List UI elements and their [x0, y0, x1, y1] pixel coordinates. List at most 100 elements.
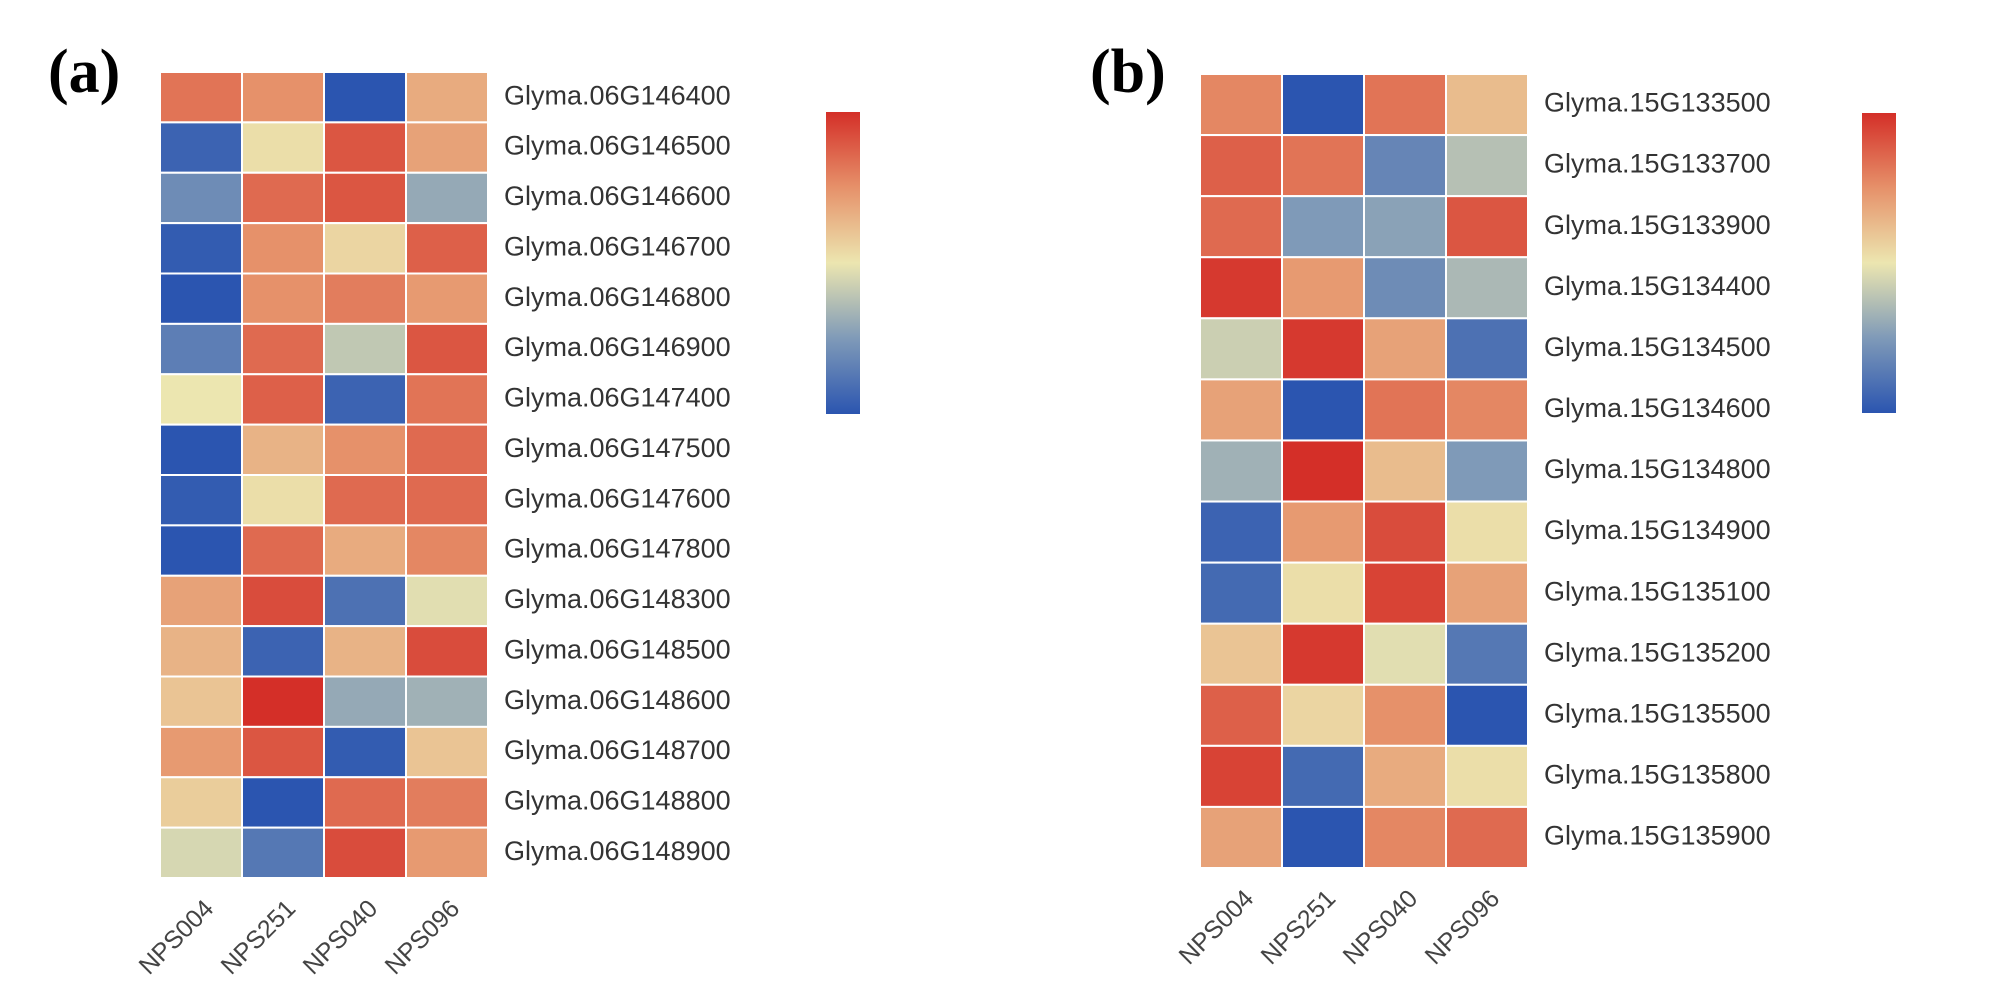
heatmap-cell-a-r15-c2 — [323, 826, 407, 879]
heatmap-cell-a-r10-c2 — [323, 574, 407, 628]
column-label-b: NPS096 — [1420, 884, 1506, 970]
heatmap-cell-b-r6-c3 — [1445, 439, 1529, 503]
heatmap-cell-a-r3-c1 — [241, 222, 325, 275]
heatmap-cell-a-r1-c1 — [241, 121, 325, 174]
heatmap-cell-b-r2-c0 — [1199, 195, 1283, 259]
row-label-b: Glyma.15G135200 — [1544, 637, 1771, 667]
row-label-a: Glyma.06G148300 — [504, 584, 731, 614]
heatmap-cell-b-r2-c1 — [1281, 195, 1365, 259]
heatmap-cell-a-r12-c0 — [159, 675, 243, 728]
heatmap-cell-a-r0-c3 — [405, 71, 489, 124]
heatmap-cell-b-r5-c1 — [1281, 378, 1365, 442]
heatmap-cell-a-r4-c3 — [405, 272, 489, 325]
heatmap-cell-b-r2-c3 — [1445, 195, 1529, 259]
heatmap-cell-a-r0-c1 — [241, 71, 325, 124]
heatmap-cell-b-r1-c3 — [1445, 134, 1529, 198]
column-label-b: NPS040 — [1338, 884, 1424, 970]
heatmap-cell-b-r4-c1 — [1281, 317, 1365, 381]
heatmap-cell-b-r0-c3 — [1445, 73, 1529, 137]
panel-label-b: (b) — [1090, 38, 1166, 106]
heatmap-cell-b-r7-c2 — [1363, 500, 1447, 564]
row-label-a: Glyma.06G147600 — [504, 483, 731, 513]
heatmap-cell-b-r6-c0 — [1199, 439, 1283, 503]
heatmap-cell-a-r4-c1 — [241, 272, 325, 325]
heatmap-cell-b-r10-c1 — [1281, 683, 1365, 747]
heatmap-cell-b-r8-c1 — [1281, 561, 1365, 625]
row-label-b: Glyma.15G133700 — [1544, 149, 1771, 179]
heatmap-cell-a-r12-c1 — [241, 675, 325, 728]
row-label-b: Glyma.15G134600 — [1544, 393, 1771, 423]
row-label-a: Glyma.06G146900 — [504, 332, 731, 362]
heatmap-cell-b-r10-c3 — [1445, 683, 1529, 747]
heatmap-cell-a-r14-c1 — [241, 776, 325, 829]
heatmap-cell-a-r14-c3 — [405, 776, 489, 829]
heatmap-cell-a-r15-c3 — [405, 826, 489, 879]
heatmap-cell-b-r0-c1 — [1281, 73, 1365, 137]
column-label-a: NPS096 — [380, 894, 466, 980]
heatmap-cell-a-r11-c1 — [241, 625, 325, 678]
heatmap-cell-a-r7-c3 — [405, 423, 489, 476]
heatmap-cell-a-r4-c2 — [323, 272, 407, 325]
row-label-a: Glyma.06G146700 — [504, 231, 731, 261]
heatmap-cell-a-r12-c2 — [323, 675, 407, 728]
row-label-b: Glyma.15G133500 — [1544, 88, 1771, 118]
row-label-b: Glyma.15G133900 — [1544, 210, 1771, 240]
row-label-a: Glyma.06G147800 — [504, 534, 731, 564]
heatmap-cell-b-r8-c0 — [1199, 561, 1283, 625]
heatmap-a: Glyma.06G146400 Glyma.06G146500 Glyma.06G1… — [134, 71, 731, 980]
heatmap-cell-b-r10-c0 — [1199, 683, 1283, 747]
heatmap-cell-b-r12-c2 — [1363, 805, 1447, 870]
heatmap-cell-a-r6-c0 — [159, 373, 243, 426]
heatmap-cell-a-r13-c0 — [159, 725, 243, 779]
heatmap-cell-b-r12-c0 — [1199, 805, 1283, 870]
row-label-a: Glyma.06G146600 — [504, 181, 731, 211]
heatmap-cell-b-r11-c0 — [1199, 744, 1283, 808]
heatmap-cell-b-r4-c3 — [1445, 317, 1529, 381]
heatmap-cell-b-r9-c0 — [1199, 622, 1283, 686]
heatmap-cell-a-r5-c0 — [159, 322, 243, 376]
heatmap-cell-b-r8-c2 — [1363, 561, 1447, 625]
heatmap-cell-a-r9-c1 — [241, 524, 325, 577]
heatmap-cell-a-r14-c0 — [159, 776, 243, 829]
heatmap-cell-b-r7-c0 — [1199, 500, 1283, 564]
row-label-b: Glyma.15G134500 — [1544, 332, 1771, 362]
heatmap-b: Glyma.15G133500 Glyma.15G133700 Glyma.15G1… — [1174, 73, 1771, 970]
heatmap-cell-b-r5-c3 — [1445, 378, 1529, 442]
heatmap-cell-a-r2-c0 — [159, 171, 243, 225]
heatmap-cell-a-r15-c0 — [159, 826, 243, 879]
heatmap-cell-a-r6-c3 — [405, 373, 489, 426]
heatmap-cell-b-r0-c0 — [1199, 73, 1283, 137]
heatmap-cell-a-r3-c2 — [323, 222, 407, 275]
heatmap-cell-a-r8-c2 — [323, 474, 407, 527]
heatmap-cell-b-r4-c0 — [1199, 317, 1283, 381]
column-label-b: NPS004 — [1174, 884, 1260, 970]
column-label-a: NPS040 — [298, 894, 384, 980]
heatmap-cell-a-r9-c2 — [323, 524, 407, 577]
row-label-b: Glyma.15G135500 — [1544, 698, 1771, 728]
row-label-a: Glyma.06G148600 — [504, 685, 731, 715]
heatmap-cell-a-r3-c3 — [405, 222, 489, 275]
row-label-a: Glyma.06G147400 — [504, 383, 731, 413]
row-label-b: Glyma.15G135900 — [1544, 821, 1771, 851]
row-label-b: Glyma.15G135800 — [1544, 760, 1771, 790]
heatmap-cell-b-r3-c3 — [1445, 256, 1529, 320]
heatmap-cell-a-r2-c3 — [405, 171, 489, 225]
heatmap-cell-a-r14-c2 — [323, 776, 407, 829]
heatmap-cell-b-r6-c1 — [1281, 439, 1365, 503]
heatmap-cell-b-r5-c0 — [1199, 378, 1283, 442]
heatmap-cell-b-r3-c2 — [1363, 256, 1447, 320]
row-label-b: Glyma.15G134800 — [1544, 454, 1771, 484]
column-label-a: NPS251 — [216, 894, 302, 980]
heatmap-cell-a-r6-c1 — [241, 373, 325, 426]
heatmap-cell-b-r10-c2 — [1363, 683, 1447, 747]
row-label-a: Glyma.06G148800 — [504, 786, 731, 816]
heatmap-cell-a-r7-c2 — [323, 423, 407, 476]
heatmap-cell-a-r9-c0 — [159, 524, 243, 577]
heatmap-cell-b-r12-c1 — [1281, 805, 1365, 870]
heatmap-cell-a-r5-c3 — [405, 322, 489, 376]
heatmap-cell-a-r9-c3 — [405, 524, 489, 577]
heatmap-cell-a-r1-c0 — [159, 121, 243, 174]
heatmap-cell-b-r3-c1 — [1281, 256, 1365, 320]
heatmap-cell-a-r5-c2 — [323, 322, 407, 376]
